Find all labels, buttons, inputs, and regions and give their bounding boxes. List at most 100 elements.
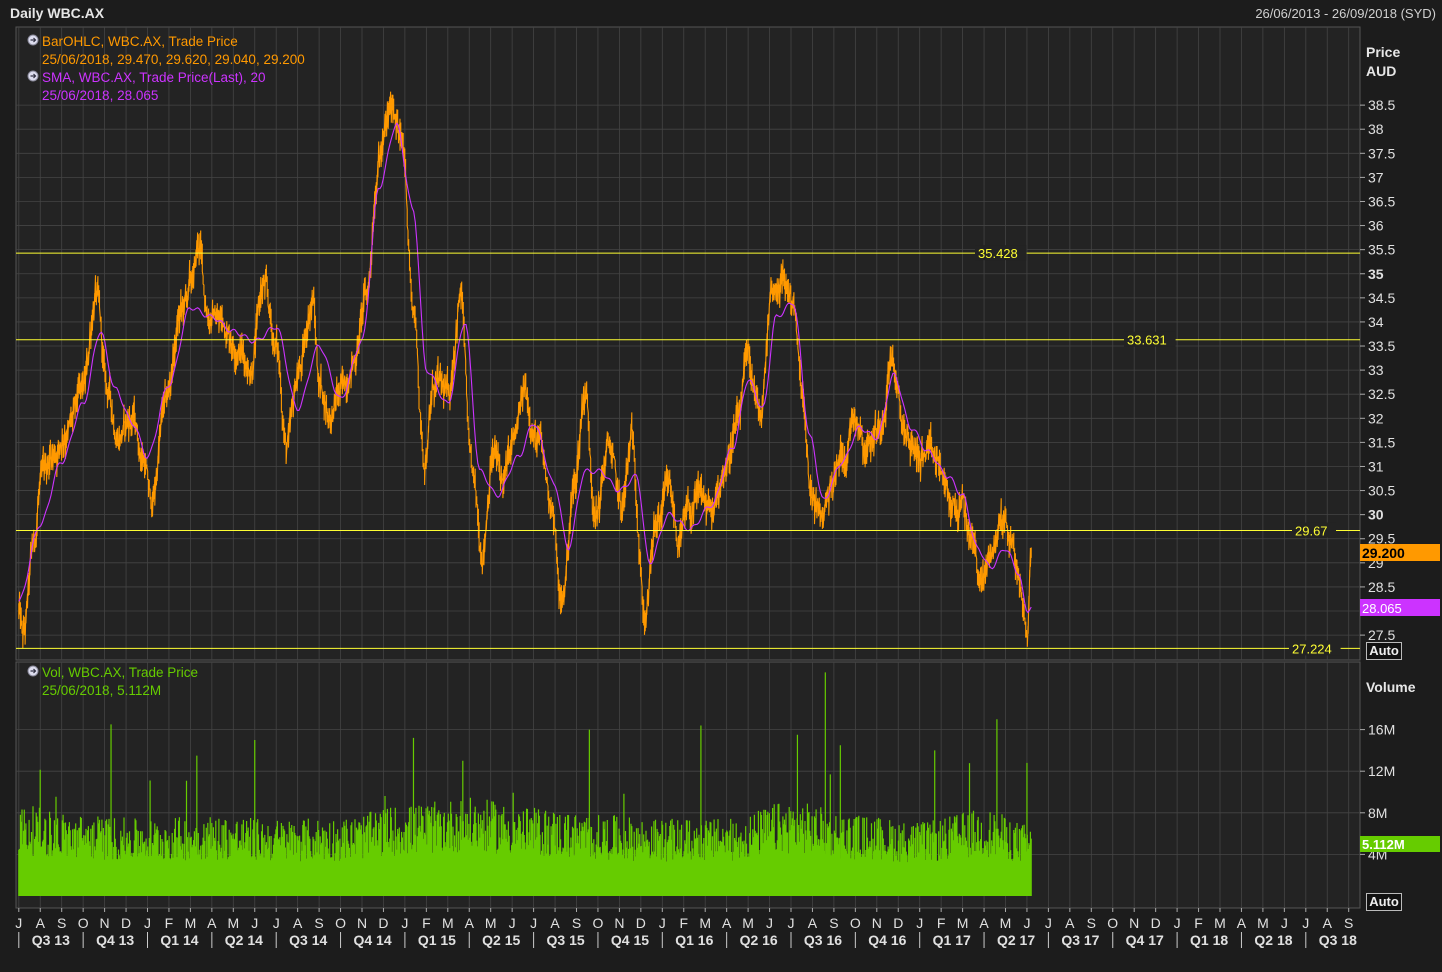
month-tick-label: A <box>808 915 818 931</box>
price-axis-title: Price <box>1366 44 1400 60</box>
legend-arrow-icon <box>30 668 37 674</box>
price-tick-label: 38 <box>1368 121 1384 137</box>
month-tick-label: M <box>1257 915 1269 931</box>
month-tick-label: M <box>185 915 197 931</box>
month-tick-label: S <box>829 915 838 931</box>
month-tick-label: M <box>485 915 497 931</box>
level-label-bg <box>1292 522 1336 538</box>
quarter-tick-label: Q3 16 <box>804 932 842 948</box>
volume-axis-title: Volume <box>1366 679 1416 695</box>
month-tick-label: M <box>1000 915 1012 931</box>
month-tick-label: M <box>742 915 754 931</box>
volume-auto-scale-button[interactable]: Auto <box>1366 893 1402 911</box>
level-label-bg <box>1289 640 1341 656</box>
month-tick-label: N <box>357 915 367 931</box>
month-tick-label: J <box>1045 915 1052 931</box>
price-tick-label: 32.5 <box>1368 386 1395 402</box>
month-tick-label: O <box>1107 915 1118 931</box>
quarter-tick-label: Q4 16 <box>868 932 906 948</box>
month-tick-label: A <box>1323 915 1333 931</box>
price-tick-label: 29.5 <box>1368 531 1395 547</box>
quarter-tick-label: Q2 15 <box>482 932 520 948</box>
volume-bars <box>18 763 1032 896</box>
price-tick-label: 28.5 <box>1368 579 1395 595</box>
price-tick-label: 37.5 <box>1368 145 1395 161</box>
price-tick-label: 35.5 <box>1368 242 1395 258</box>
level-label-bg <box>975 245 1027 261</box>
month-tick-label: S <box>1344 915 1353 931</box>
quarter-tick-label: Q1 14 <box>160 932 198 948</box>
quarter-tick-label: Q1 17 <box>933 932 971 948</box>
sma-legend-icon[interactable] <box>27 70 39 82</box>
month-tick-label: N <box>614 915 624 931</box>
month-tick-label: M <box>957 915 969 931</box>
month-tick-label: F <box>1194 915 1203 931</box>
level-label: 33.631 <box>1127 333 1167 348</box>
quarter-tick-label: Q2 14 <box>225 932 263 948</box>
month-tick-label: J <box>1281 915 1288 931</box>
month-tick-label: N <box>100 915 110 931</box>
sma-last-label: 28.065 <box>1362 601 1402 616</box>
last-price-marker <box>1360 544 1440 561</box>
vol-legend-values: 25/06/2018, 5.112M <box>42 683 161 698</box>
quarter-tick-label: Q3 18 <box>1319 932 1357 948</box>
month-tick-label: F <box>165 915 174 931</box>
month-tick-label: J <box>1023 915 1030 931</box>
month-tick-label: M <box>1214 915 1226 931</box>
month-tick-label: J <box>1302 915 1309 931</box>
price-tick-label: 27.5 <box>1368 627 1395 643</box>
month-tick-label: D <box>636 915 646 931</box>
last-price-label: 29.200 <box>1362 545 1405 561</box>
sma-series-line <box>18 122 1032 614</box>
month-tick-label: J <box>273 915 280 931</box>
month-tick-label: D <box>121 915 131 931</box>
month-tick-label: F <box>679 915 688 931</box>
volume-tick-label: 8M <box>1368 805 1387 821</box>
quarter-tick-label: Q3 13 <box>32 932 70 948</box>
month-tick-label: O <box>78 915 89 931</box>
price-tick-label: 36 <box>1368 218 1384 234</box>
last-volume-marker <box>1360 836 1440 852</box>
price-tick-label: 31.5 <box>1368 434 1395 450</box>
price-tick-label: 38.5 <box>1368 97 1395 113</box>
month-tick-label: A <box>293 915 303 931</box>
month-tick-label: O <box>593 915 604 931</box>
quarter-tick-label: Q2 18 <box>1254 932 1292 948</box>
price-tick-label: 34.5 <box>1368 290 1395 306</box>
month-tick-label: J <box>251 915 258 931</box>
quarter-tick-label: Q3 15 <box>547 932 585 948</box>
price-tick-label: 33.5 <box>1368 338 1395 354</box>
month-tick-label: S <box>314 915 323 931</box>
price-tick-label: 32 <box>1368 410 1384 426</box>
month-tick-label: D <box>378 915 388 931</box>
quarter-tick-label: Q1 15 <box>418 932 456 948</box>
quarter-tick-label: Q1 18 <box>1190 932 1228 948</box>
title-bar: Daily WBC.AX 26/06/2013 - 26/09/2018 (SY… <box>0 0 1442 26</box>
date-range: 26/06/2013 - 26/09/2018 (SYD) <box>1255 6 1436 21</box>
quarter-tick-label: Q4 13 <box>96 932 134 948</box>
price-tick-label: 36.5 <box>1368 193 1395 209</box>
price-tick-label: 30.5 <box>1368 483 1395 499</box>
month-tick-label: F <box>937 915 946 931</box>
price-tick-label: 34 <box>1368 314 1384 330</box>
month-tick-label: S <box>1087 915 1096 931</box>
price-tick-label: 33 <box>1368 362 1384 378</box>
volume-tick-label: 12M <box>1368 763 1395 779</box>
month-tick-label: J <box>659 915 666 931</box>
vol-legend-icon[interactable] <box>27 665 39 677</box>
volume-tick-label: 16M <box>1368 722 1395 738</box>
quarter-tick-label: Q2 16 <box>740 932 778 948</box>
quarter-tick-label: Q4 14 <box>353 932 391 948</box>
quarter-tick-label: Q3 14 <box>289 932 327 948</box>
ohlc-legend-icon[interactable] <box>27 34 39 46</box>
level-label-bg <box>1124 331 1176 347</box>
month-tick-label: A <box>1065 915 1075 931</box>
price-series-line <box>18 91 1032 649</box>
ohlc-legend-values: 25/06/2018, 29.470, 29.620, 29.040, 29.2… <box>42 52 305 67</box>
legend-arrow-icon <box>30 37 37 43</box>
chart-title: Daily WBC.AX <box>10 5 105 21</box>
price-auto-scale-button[interactable]: Auto <box>1366 642 1402 660</box>
month-tick-label: J <box>788 915 795 931</box>
month-tick-label: A <box>550 915 560 931</box>
